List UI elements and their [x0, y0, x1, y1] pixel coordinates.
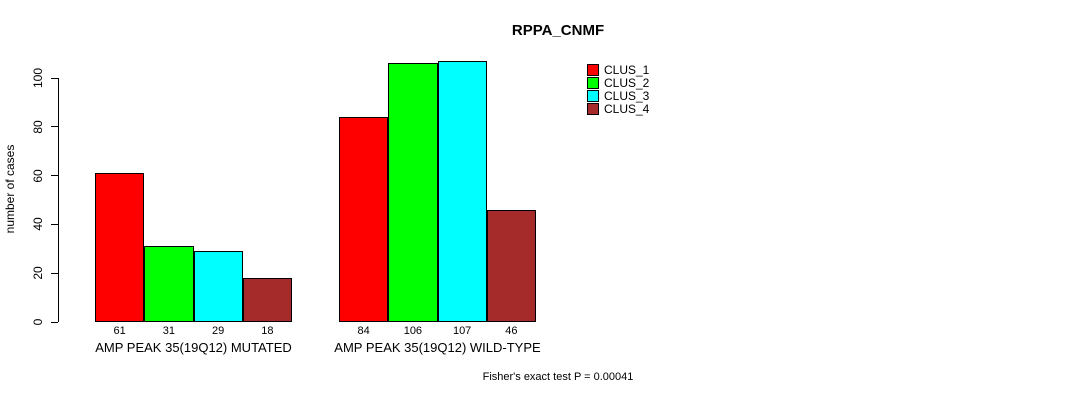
bar-value-label: 61 — [113, 325, 126, 337]
bar-clus_1-group2 — [339, 117, 389, 322]
y-axis-label: number of cases — [3, 144, 17, 234]
bar-clus_2-group1 — [144, 246, 194, 322]
y-axis-tick — [51, 321, 58, 323]
y-axis-tick — [51, 126, 58, 128]
legend-swatch-clus_1 — [587, 63, 599, 76]
bar-clus_2-group2 — [388, 63, 438, 322]
chart-title: RPPA_CNMF — [511, 22, 605, 39]
y-axis-tick — [51, 77, 58, 79]
legend-swatch-clus_4 — [587, 102, 599, 115]
legend-label: CLUS_2 — [604, 75, 650, 90]
bar-value-label: 106 — [403, 325, 423, 337]
y-axis-tick — [51, 223, 58, 225]
fisher-test-annotation: Fisher's exact test P = 0.00041 — [482, 371, 634, 383]
y-axis-tick-label: 60 — [31, 168, 45, 183]
y-axis-line — [58, 78, 59, 322]
y-axis-tick — [51, 272, 58, 274]
legend-label: CLUS_4 — [604, 101, 650, 116]
x-category-label: AMP PEAK 35(19Q12) MUTATED — [95, 340, 292, 355]
y-axis-tick-label: 20 — [31, 266, 45, 280]
bar-value-label: 46 — [505, 325, 518, 337]
legend: CLUS_1 CLUS_2 CLUS_3 CLUS_4 — [587, 62, 650, 116]
legend-item-clus_3: CLUS_3 — [587, 88, 650, 103]
legend-swatch-clus_3 — [587, 89, 599, 102]
legend-item-clus_1: CLUS_1 — [587, 62, 650, 77]
bar-value-label: 31 — [162, 325, 175, 337]
bar-clus_3-group2 — [437, 60, 487, 322]
legend-item-clus_2: CLUS_2 — [587, 75, 650, 90]
legend-label: CLUS_3 — [604, 88, 650, 103]
bar-value-label: 29 — [212, 325, 225, 337]
x-category-label: AMP PEAK 35(19Q12) WILD-TYPE — [334, 340, 541, 355]
legend-swatch-clus_2 — [587, 76, 599, 89]
bar-clus_4-group1 — [242, 278, 292, 322]
y-axis-tick-label: 0 — [31, 318, 45, 326]
y-axis-tick-label: 100 — [31, 67, 45, 89]
legend-label: CLUS_1 — [604, 62, 650, 77]
bar-clus_4-group2 — [486, 209, 536, 322]
y-axis-tick — [51, 175, 58, 177]
bar-clus_3-group1 — [193, 251, 243, 322]
bar-value-label: 18 — [261, 325, 274, 337]
bar-value-label: 84 — [357, 325, 370, 337]
y-axis-tick-label: 40 — [31, 217, 45, 232]
bar-clus_1-group1 — [95, 173, 145, 322]
y-axis-tick-label: 80 — [31, 120, 45, 134]
bar-value-label: 107 — [452, 325, 472, 337]
legend-item-clus_4: CLUS_4 — [587, 101, 650, 116]
